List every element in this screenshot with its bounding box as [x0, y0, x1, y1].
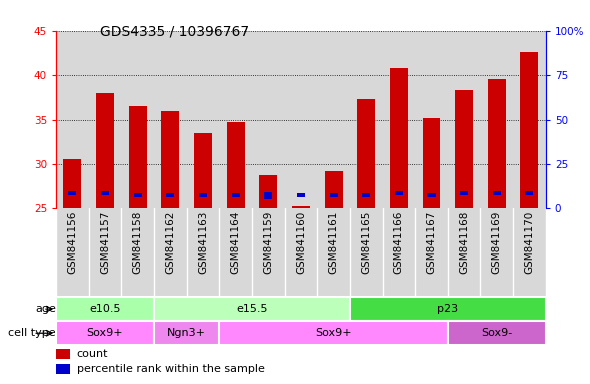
- Bar: [357, 99, 375, 208]
- Bar: [324, 171, 343, 208]
- Text: GSM841158: GSM841158: [133, 211, 143, 274]
- Bar: [350, 297, 546, 321]
- Bar: [455, 90, 473, 208]
- Text: age: age: [35, 304, 56, 314]
- Bar: [259, 175, 277, 208]
- Bar: [56, 321, 154, 345]
- Bar: [68, 190, 77, 195]
- Bar: [129, 106, 147, 208]
- Bar: [133, 193, 142, 197]
- Text: GDS4335 / 10396767: GDS4335 / 10396767: [100, 25, 250, 39]
- Text: GSM841166: GSM841166: [394, 211, 404, 274]
- Bar: [161, 111, 179, 208]
- Text: e10.5: e10.5: [89, 304, 121, 314]
- Text: GSM841168: GSM841168: [459, 211, 469, 274]
- Bar: [292, 205, 310, 208]
- Bar: [520, 52, 539, 208]
- Bar: [427, 193, 435, 197]
- Bar: [101, 190, 109, 195]
- Bar: [493, 192, 501, 195]
- Text: cell type: cell type: [8, 328, 56, 338]
- Text: GSM841164: GSM841164: [231, 211, 241, 274]
- Text: Sox9-: Sox9-: [481, 328, 512, 338]
- Bar: [264, 192, 273, 199]
- Bar: [56, 349, 70, 359]
- Bar: [329, 193, 337, 197]
- Bar: [362, 193, 371, 197]
- Bar: [525, 192, 533, 195]
- Bar: [219, 321, 448, 345]
- Text: GSM841170: GSM841170: [525, 211, 535, 274]
- Bar: [63, 159, 81, 208]
- Bar: [166, 193, 175, 197]
- Bar: [488, 79, 506, 208]
- Bar: [154, 297, 350, 321]
- Bar: [96, 93, 114, 208]
- Bar: [448, 321, 546, 345]
- Text: count: count: [77, 349, 108, 359]
- Bar: [227, 122, 245, 208]
- Text: e15.5: e15.5: [236, 304, 268, 314]
- Text: Sox9+: Sox9+: [315, 328, 352, 338]
- Text: GSM841161: GSM841161: [329, 211, 339, 274]
- Text: GSM841159: GSM841159: [263, 211, 273, 274]
- Bar: [231, 193, 240, 197]
- Text: GSM841163: GSM841163: [198, 211, 208, 274]
- Bar: [194, 133, 212, 208]
- Bar: [297, 193, 305, 197]
- Text: Sox9+: Sox9+: [87, 328, 123, 338]
- Bar: [199, 193, 207, 197]
- Text: GSM841156: GSM841156: [67, 211, 77, 274]
- Text: GSM841169: GSM841169: [492, 211, 502, 274]
- Bar: [154, 321, 219, 345]
- Text: Ngn3+: Ngn3+: [167, 328, 206, 338]
- Text: GSM841165: GSM841165: [361, 211, 371, 274]
- Text: p23: p23: [437, 304, 458, 314]
- Text: GSM841160: GSM841160: [296, 211, 306, 274]
- Bar: [56, 297, 154, 321]
- Text: GSM841157: GSM841157: [100, 211, 110, 274]
- Bar: [395, 192, 403, 195]
- Text: GSM841167: GSM841167: [427, 211, 437, 274]
- Text: percentile rank within the sample: percentile rank within the sample: [77, 364, 264, 374]
- Bar: [460, 192, 468, 195]
- Text: GSM841162: GSM841162: [165, 211, 175, 274]
- Bar: [390, 68, 408, 208]
- Bar: [56, 364, 70, 374]
- Bar: [422, 118, 441, 208]
